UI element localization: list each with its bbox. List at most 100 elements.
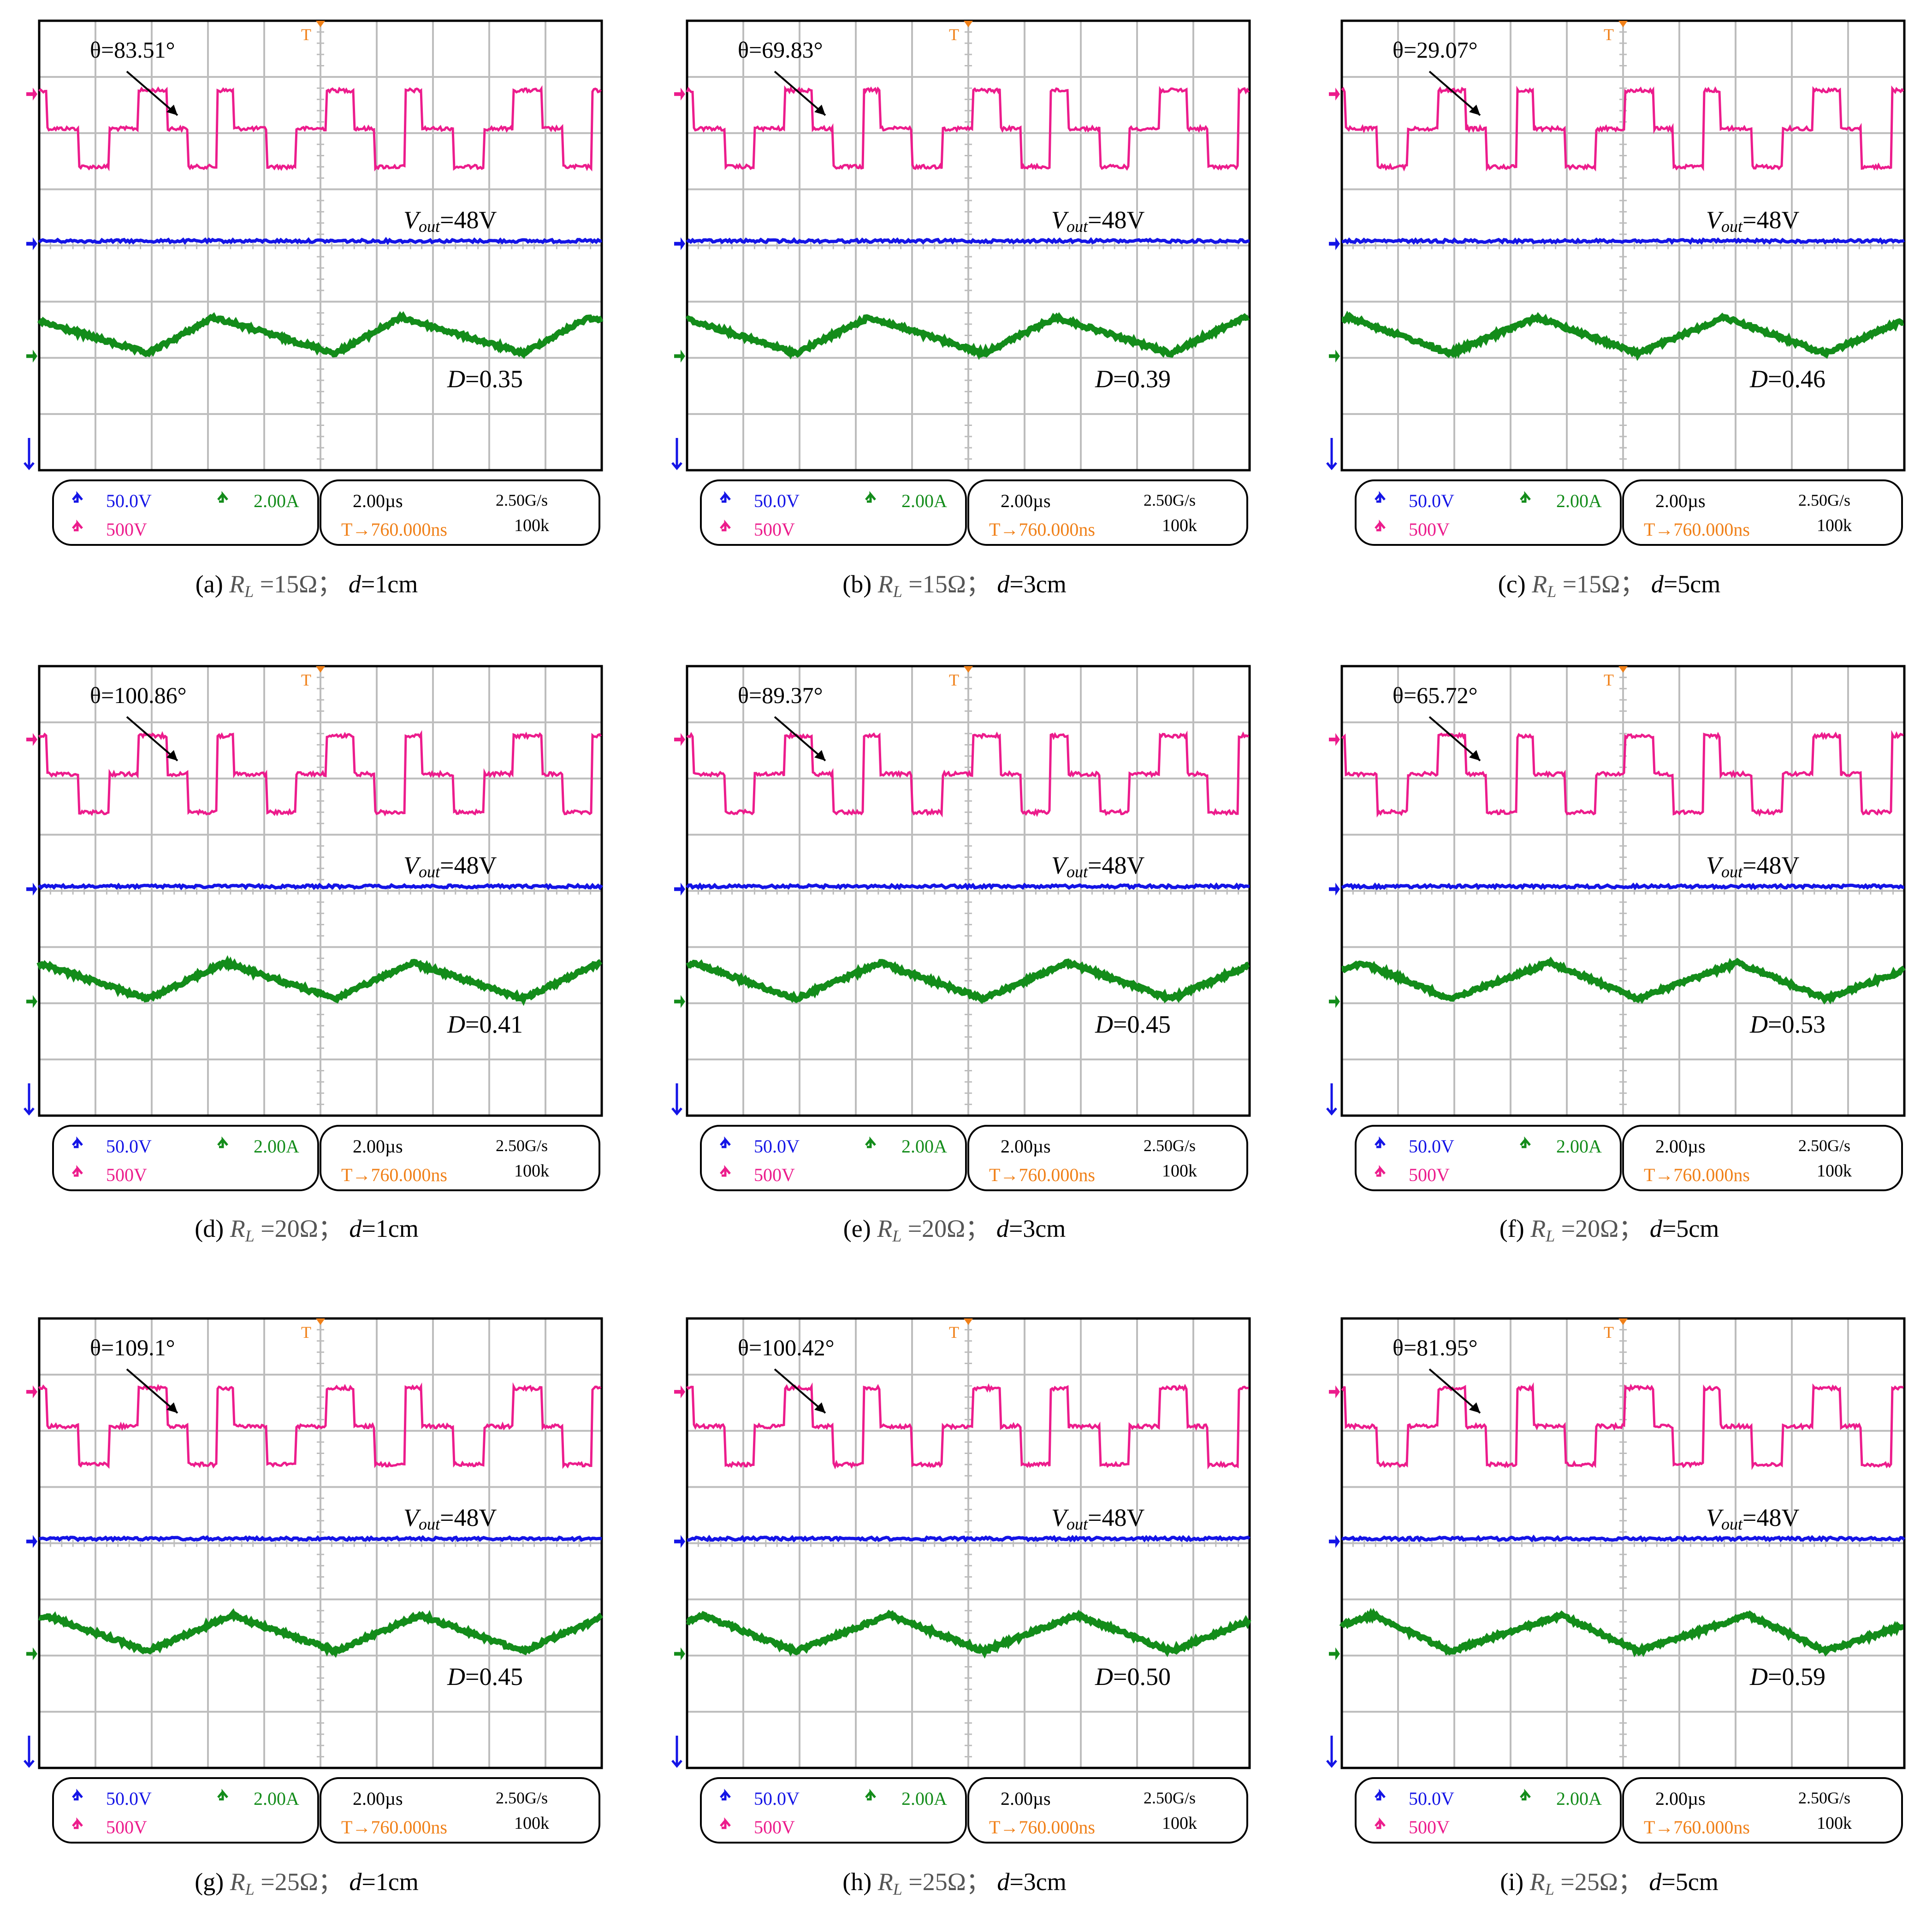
record-length-label: 100k <box>1817 516 1852 535</box>
ch-blue-scale: 50.0V <box>1409 1136 1454 1157</box>
duty-label: D=0.53 <box>1749 1011 1825 1038</box>
theta-label: θ=81.95° <box>1393 1335 1478 1360</box>
ch-green-scale: 2.00A <box>1556 1136 1602 1157</box>
theta-arrow-line <box>1428 716 1481 762</box>
theta-arrow-line <box>774 71 826 116</box>
ch-green-icon <box>1520 1136 1531 1148</box>
vout-label: Vout=48V <box>403 206 497 236</box>
duty-label: D=0.50 <box>1095 1663 1171 1690</box>
ch-pink-icon <box>1375 520 1386 532</box>
trace-output-voltage <box>686 237 1250 245</box>
ch-marker-blue-icon <box>674 1535 685 1548</box>
ground-marker-icon <box>1326 1736 1337 1768</box>
ch-marker-pink-icon <box>26 1385 37 1399</box>
trace-output-voltage <box>38 882 603 891</box>
ch-pink-scale: 500V <box>106 519 147 540</box>
duty-label: D=0.46 <box>1749 365 1825 393</box>
ch-blue-icon <box>1375 1136 1386 1148</box>
ch-green-icon <box>865 1789 876 1801</box>
ch-green-icon <box>1520 1789 1531 1801</box>
ch-green-icon <box>217 1136 228 1148</box>
record-length-label: 100k <box>514 1814 549 1833</box>
timebase-box <box>1622 1125 1903 1191</box>
trace-inductor-current <box>686 958 1250 1005</box>
timebase-label: 2.00µs <box>1001 1136 1051 1157</box>
timebase-label: 2.00µs <box>1001 1788 1051 1809</box>
duty-label: D=0.45 <box>1095 1011 1171 1038</box>
ch-marker-blue-icon <box>26 882 37 896</box>
ch-marker-pink-icon <box>674 88 685 101</box>
ch-blue-scale: 50.0V <box>106 1788 152 1809</box>
trace-inductor-current <box>1341 310 1904 361</box>
vout-label: Vout=48V <box>403 851 497 881</box>
ch-green-scale: 2.00A <box>1556 1788 1602 1809</box>
theta-arrow-line <box>126 71 178 116</box>
vout-label: Vout=48V <box>1051 1504 1144 1533</box>
trigger-arrow-icon <box>1618 21 1628 27</box>
trace-switch-voltage <box>686 1382 1249 1470</box>
sample-rate-label: 2.50G/s <box>496 1789 548 1807</box>
trigger-arrow-icon <box>1618 1318 1628 1325</box>
trace-inductor-current <box>686 1609 1251 1659</box>
trigger-marker: T <box>1604 671 1614 689</box>
panel-caption: (b) RL =15Ω； d=3cm <box>842 570 1067 601</box>
ch-pink-scale: 500V <box>1409 1164 1450 1185</box>
trigger-arrow-icon <box>964 666 973 673</box>
trace-switch-voltage <box>686 730 1250 818</box>
sample-rate-label: 2.50G/s <box>1798 1136 1850 1155</box>
ground-marker-icon <box>24 438 35 470</box>
trigger-arrow-icon <box>316 21 325 27</box>
scope-panel-e: Tθ=89.37° Vout=48V D=0.45 50.0V 2.00A 500V 2.0… <box>671 665 1251 1245</box>
scope-panel-b: Tθ=69.83° Vout=48V D=0.39 50.0V 2.00A 500V 2.0… <box>671 19 1251 601</box>
ch-pink-scale: 500V <box>1409 519 1450 540</box>
ch-green-scale: 2.00A <box>901 491 947 511</box>
ch-green-icon <box>865 491 876 503</box>
ch-marker-pink-icon <box>26 88 37 101</box>
trigger-marker: T <box>949 671 959 689</box>
trigger-offset-label: T→760.000ns <box>1644 1817 1750 1838</box>
trigger-offset-label: T→760.000ns <box>1644 519 1750 540</box>
ch-marker-pink-icon <box>26 733 37 746</box>
trigger-marker: T <box>1604 1323 1614 1342</box>
ch-pink-icon <box>1375 1817 1386 1829</box>
trace-inductor-current <box>1339 1608 1903 1658</box>
trigger-arrow-icon <box>964 1318 973 1325</box>
trigger-marker: T <box>301 671 311 689</box>
theta-label: θ=89.37° <box>738 682 823 708</box>
scope-panel-g: Tθ=109.1° Vout=48V D=0.45 50.0V 2.00A 500V 2.0… <box>24 1317 603 1898</box>
theta-arrow-line <box>126 1368 178 1414</box>
sample-rate-label: 2.50G/s <box>496 1136 548 1155</box>
ch-green-scale: 2.00A <box>1556 491 1602 511</box>
duty-label: D=0.41 <box>447 1011 523 1038</box>
sample-rate-label: 2.50G/s <box>1144 1789 1196 1807</box>
ground-marker-icon <box>671 1736 682 1768</box>
panel-caption: (a) RL =15Ω； d=1cm <box>196 570 418 601</box>
ch-marker-pink-icon <box>1329 88 1340 101</box>
theta-arrow-line <box>774 1368 826 1414</box>
trigger-marker: T <box>949 1323 959 1342</box>
theta-label: θ=83.51° <box>90 37 175 63</box>
theta-label: θ=69.83° <box>738 37 823 63</box>
panel-caption: (f) RL =20Ω； d=5cm <box>1499 1215 1719 1245</box>
ch-green-scale: 2.00A <box>254 491 299 511</box>
record-length-label: 100k <box>514 516 549 535</box>
theta-arrow-line <box>1428 1368 1481 1414</box>
sample-rate-label: 2.50G/s <box>1798 491 1850 509</box>
ch-marker-green-icon <box>674 1647 685 1661</box>
ch-green-scale: 2.00A <box>901 1136 947 1157</box>
theta-arrow-line <box>126 716 178 762</box>
ch-marker-pink-icon <box>1329 733 1340 746</box>
ch-blue-scale: 50.0V <box>106 491 152 511</box>
trigger-offset-label: T→760.000ns <box>1644 1164 1750 1185</box>
record-length-label: 100k <box>514 1161 549 1181</box>
theta-arrow-line <box>774 716 826 762</box>
record-length-label: 100k <box>1817 1161 1852 1181</box>
scope-panel-h: Tθ=100.42° Vout=48V D=0.50 50.0V 2.00A 500V 2.… <box>671 1317 1251 1898</box>
timebase-label: 2.00µs <box>353 491 403 511</box>
trigger-arrow-icon <box>1618 666 1628 673</box>
ch-marker-blue-icon <box>26 1535 37 1548</box>
timebase-box <box>967 1777 1248 1844</box>
record-length-label: 100k <box>1817 1814 1852 1833</box>
ch-marker-blue-icon <box>1329 1535 1340 1548</box>
